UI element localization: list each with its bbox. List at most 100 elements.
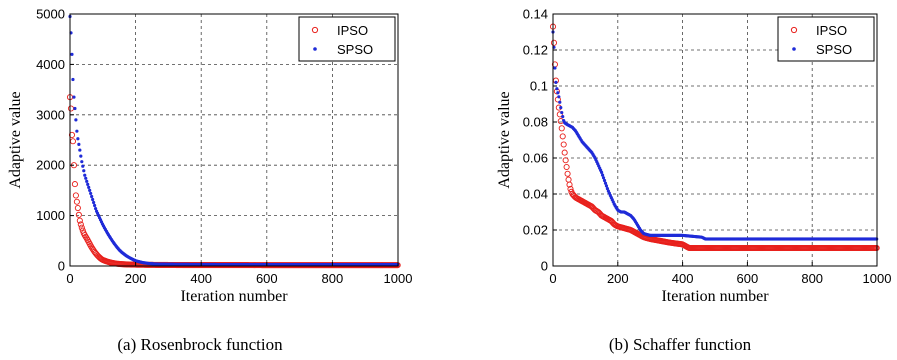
x-tick-label: 200 [125, 271, 147, 286]
data-point [560, 141, 567, 148]
y-tick-label: 0.08 [523, 115, 548, 130]
x-tick-label: 0 [66, 271, 73, 286]
data-point [87, 185, 91, 189]
y-tick-label: 3000 [36, 107, 65, 122]
data-point [561, 149, 568, 156]
plot-frame [552, 13, 878, 267]
data-point [70, 52, 74, 56]
x-tick-label: 600 [737, 271, 759, 286]
data-point [74, 204, 81, 212]
data-point [600, 173, 605, 177]
data-point [79, 154, 83, 158]
data-point [71, 77, 75, 82]
data-point [559, 133, 566, 140]
y-axis-label: Adaptive value [7, 91, 24, 188]
x-tick-label: 600 [256, 271, 278, 286]
x-tick-label: 400 [190, 271, 212, 286]
data-point [600, 170, 604, 174]
legend-marker-spso [313, 47, 317, 51]
x-tick-label: 800 [801, 271, 823, 286]
series-spso [551, 30, 879, 241]
x-tick-label: 1000 [384, 271, 413, 286]
data-point [563, 163, 570, 171]
data-point [88, 188, 92, 192]
y-tick-label: 1000 [36, 208, 65, 223]
y-axis-label: Adaptive value [496, 91, 513, 188]
data-point [562, 157, 569, 164]
data-point [88, 244, 95, 251]
data-point [72, 192, 79, 199]
legend-marker-spso [792, 47, 796, 51]
y-tick-label: 4000 [36, 57, 65, 72]
data-point [74, 118, 78, 122]
data-point [558, 100, 562, 104]
data-point [556, 111, 563, 118]
data-point [556, 91, 560, 95]
legend-marker-ipso [311, 26, 319, 34]
legend-label-spso: SPSO [816, 42, 852, 57]
data-point [76, 217, 83, 224]
chart-schaffer: 0 200 400 600 800 1000 0 0.02 0.04 0.06 0.08 0.1 0.… [496, 7, 891, 355]
x-tick-label: 800 [322, 271, 344, 286]
data-point [78, 148, 82, 152]
data-point [86, 182, 90, 186]
y-tick-label: 0.06 [523, 151, 548, 166]
legend-label-ipso: IPSO [816, 23, 847, 38]
data-point [604, 184, 609, 188]
x-ticks: 0 200 400 600 800 1000 [549, 262, 891, 286]
x-tick-label: 400 [672, 271, 694, 286]
plot-frame [69, 13, 399, 267]
data-points [66, 14, 401, 269]
x-tick-label: 200 [607, 271, 629, 286]
data-point [92, 200, 96, 205]
y-tick-label: 0 [58, 259, 65, 274]
data-point [554, 80, 558, 84]
data-point [73, 106, 77, 111]
data-point [84, 176, 88, 180]
data-point [89, 245, 96, 252]
data-point [78, 224, 85, 231]
data-point [75, 129, 79, 133]
legend-box [298, 16, 396, 62]
data-point [605, 187, 610, 191]
series-spso [68, 14, 400, 267]
caption: (b) Schaffer function [609, 335, 752, 354]
data-point [71, 181, 78, 188]
data-point [559, 106, 563, 110]
data-point [85, 179, 89, 183]
data-point [68, 131, 76, 139]
y-tick-label: 0.1 [530, 79, 548, 94]
legend: IPSO SPSO [777, 16, 875, 62]
legend-box [777, 16, 875, 62]
x-ticks: 0 200 400 600 800 1000 [66, 262, 412, 286]
data-point [77, 221, 84, 228]
data-point [550, 39, 558, 46]
data-point [82, 233, 89, 240]
data-point [553, 66, 557, 70]
data-point [566, 181, 573, 188]
data-point [75, 211, 82, 218]
y-tick-label: 2000 [36, 158, 65, 173]
data-point [76, 137, 80, 141]
y-tick-label: 0.02 [523, 223, 548, 238]
data-point [564, 170, 571, 177]
x-axis-label: Iteration number [180, 288, 288, 305]
legend: IPSO SPSO [298, 16, 396, 62]
data-point [89, 191, 93, 196]
data-point [72, 95, 76, 99]
legend-label-spso: SPSO [337, 42, 373, 57]
x-tick-label: 0 [549, 271, 556, 286]
y-tick-label: 0.12 [523, 43, 548, 58]
legend-label-ipso: IPSO [337, 23, 368, 38]
data-point [91, 197, 95, 202]
data-point [93, 203, 97, 208]
y-ticks: 0 1000 2000 3000 4000 5000 [36, 7, 74, 274]
data-point [80, 160, 84, 164]
data-point [601, 176, 606, 180]
data-point [90, 194, 94, 199]
data-points [549, 23, 880, 252]
y-tick-label: 5000 [36, 7, 65, 22]
data-point [603, 181, 608, 185]
data-point [81, 164, 85, 168]
